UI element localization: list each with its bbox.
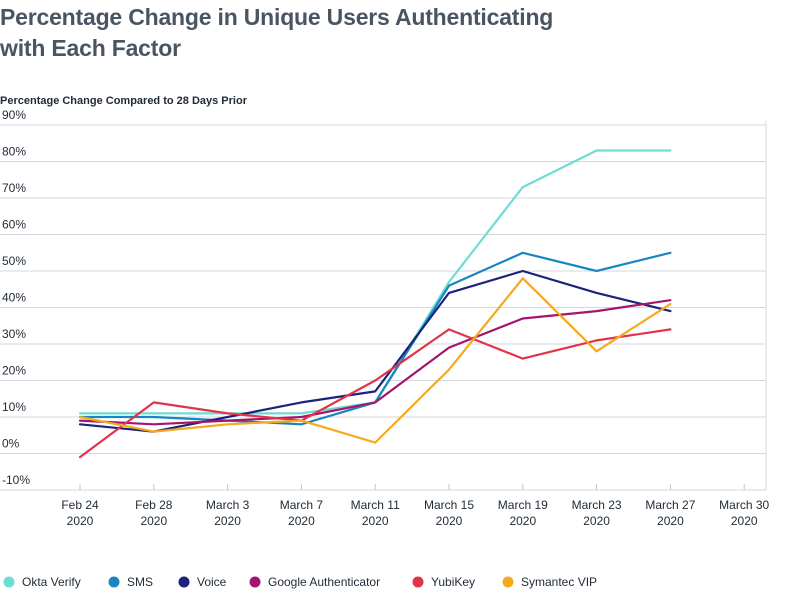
x-tick-label-year: 2020 bbox=[362, 514, 389, 528]
x-tick-label: March 3 bbox=[206, 498, 250, 512]
x-tick-label-year: 2020 bbox=[731, 514, 758, 528]
legend-swatch bbox=[108, 576, 120, 588]
legend-swatch bbox=[249, 576, 261, 588]
series-layer bbox=[78, 149, 672, 459]
y-tick-label: 30% bbox=[2, 327, 26, 341]
y-tick-label: 90% bbox=[2, 108, 26, 122]
y-tick-label: 0% bbox=[2, 437, 20, 451]
x-tick-label-year: 2020 bbox=[509, 514, 536, 528]
x-tick-label-year: 2020 bbox=[67, 514, 94, 528]
y-tick-label: 80% bbox=[2, 145, 26, 159]
y-tick-label: 20% bbox=[2, 364, 26, 378]
series-line-4 bbox=[78, 328, 672, 459]
legend-label: Google Authenticator bbox=[268, 575, 380, 589]
x-tick-label: Feb 28 bbox=[135, 498, 173, 512]
chart-subtitle: Percentage Change Compared to 28 Days Pr… bbox=[0, 95, 247, 107]
y-tick-label: 50% bbox=[2, 254, 26, 268]
y-tick-label: -10% bbox=[2, 473, 30, 487]
series-line-5 bbox=[78, 277, 672, 444]
x-tick-label-year: 2020 bbox=[140, 514, 167, 528]
y-tick-label: 60% bbox=[2, 218, 26, 232]
legend: Okta Verify SMS Voice Google Authenticator Y… bbox=[3, 575, 597, 589]
x-axis-ticks: Feb 24 2020 Feb 28 2020 March 3 2020 March 7 20… bbox=[61, 498, 769, 528]
x-tick-label-year: 2020 bbox=[657, 514, 684, 528]
x-tick-label: March 15 bbox=[424, 498, 474, 512]
legend-label: Okta Verify bbox=[22, 575, 81, 589]
y-axis-ticks: -10% 0% 10% 20% 30% 40% 50% 60% 70% 80% 90% bbox=[2, 108, 30, 487]
legend-label: Symantec VIP bbox=[521, 575, 597, 589]
x-tick-label: March 7 bbox=[280, 498, 324, 512]
x-tick-label-year: 2020 bbox=[436, 514, 463, 528]
x-tick-label: March 30 bbox=[719, 498, 769, 512]
y-tick-label: 70% bbox=[2, 181, 26, 195]
x-tick-label: March 27 bbox=[645, 498, 695, 512]
x-tick-label: March 19 bbox=[498, 498, 548, 512]
legend-swatch bbox=[3, 576, 15, 588]
x-tick-label-year: 2020 bbox=[214, 514, 241, 528]
legend-swatch bbox=[178, 576, 190, 588]
legend-swatch bbox=[412, 576, 424, 588]
x-tick-label: March 11 bbox=[351, 498, 400, 512]
legend-swatch bbox=[502, 576, 514, 588]
x-tick-label: March 23 bbox=[572, 498, 622, 512]
x-tick-label: Feb 24 bbox=[61, 498, 99, 512]
x-tick-label-year: 2020 bbox=[583, 514, 610, 528]
y-tick-label: 40% bbox=[2, 291, 26, 305]
legend-label: YubiKey bbox=[431, 575, 475, 589]
y-tick-label: 10% bbox=[2, 400, 26, 414]
x-tick-label-year: 2020 bbox=[288, 514, 315, 528]
series-line-2 bbox=[78, 269, 672, 433]
legend-label: Voice bbox=[197, 575, 227, 589]
chart-title: Percentage Change in Unique Users Authen… bbox=[0, 4, 554, 61]
series-line-1 bbox=[78, 251, 672, 426]
series-line-0 bbox=[78, 149, 672, 415]
legend-label: SMS bbox=[127, 575, 153, 589]
